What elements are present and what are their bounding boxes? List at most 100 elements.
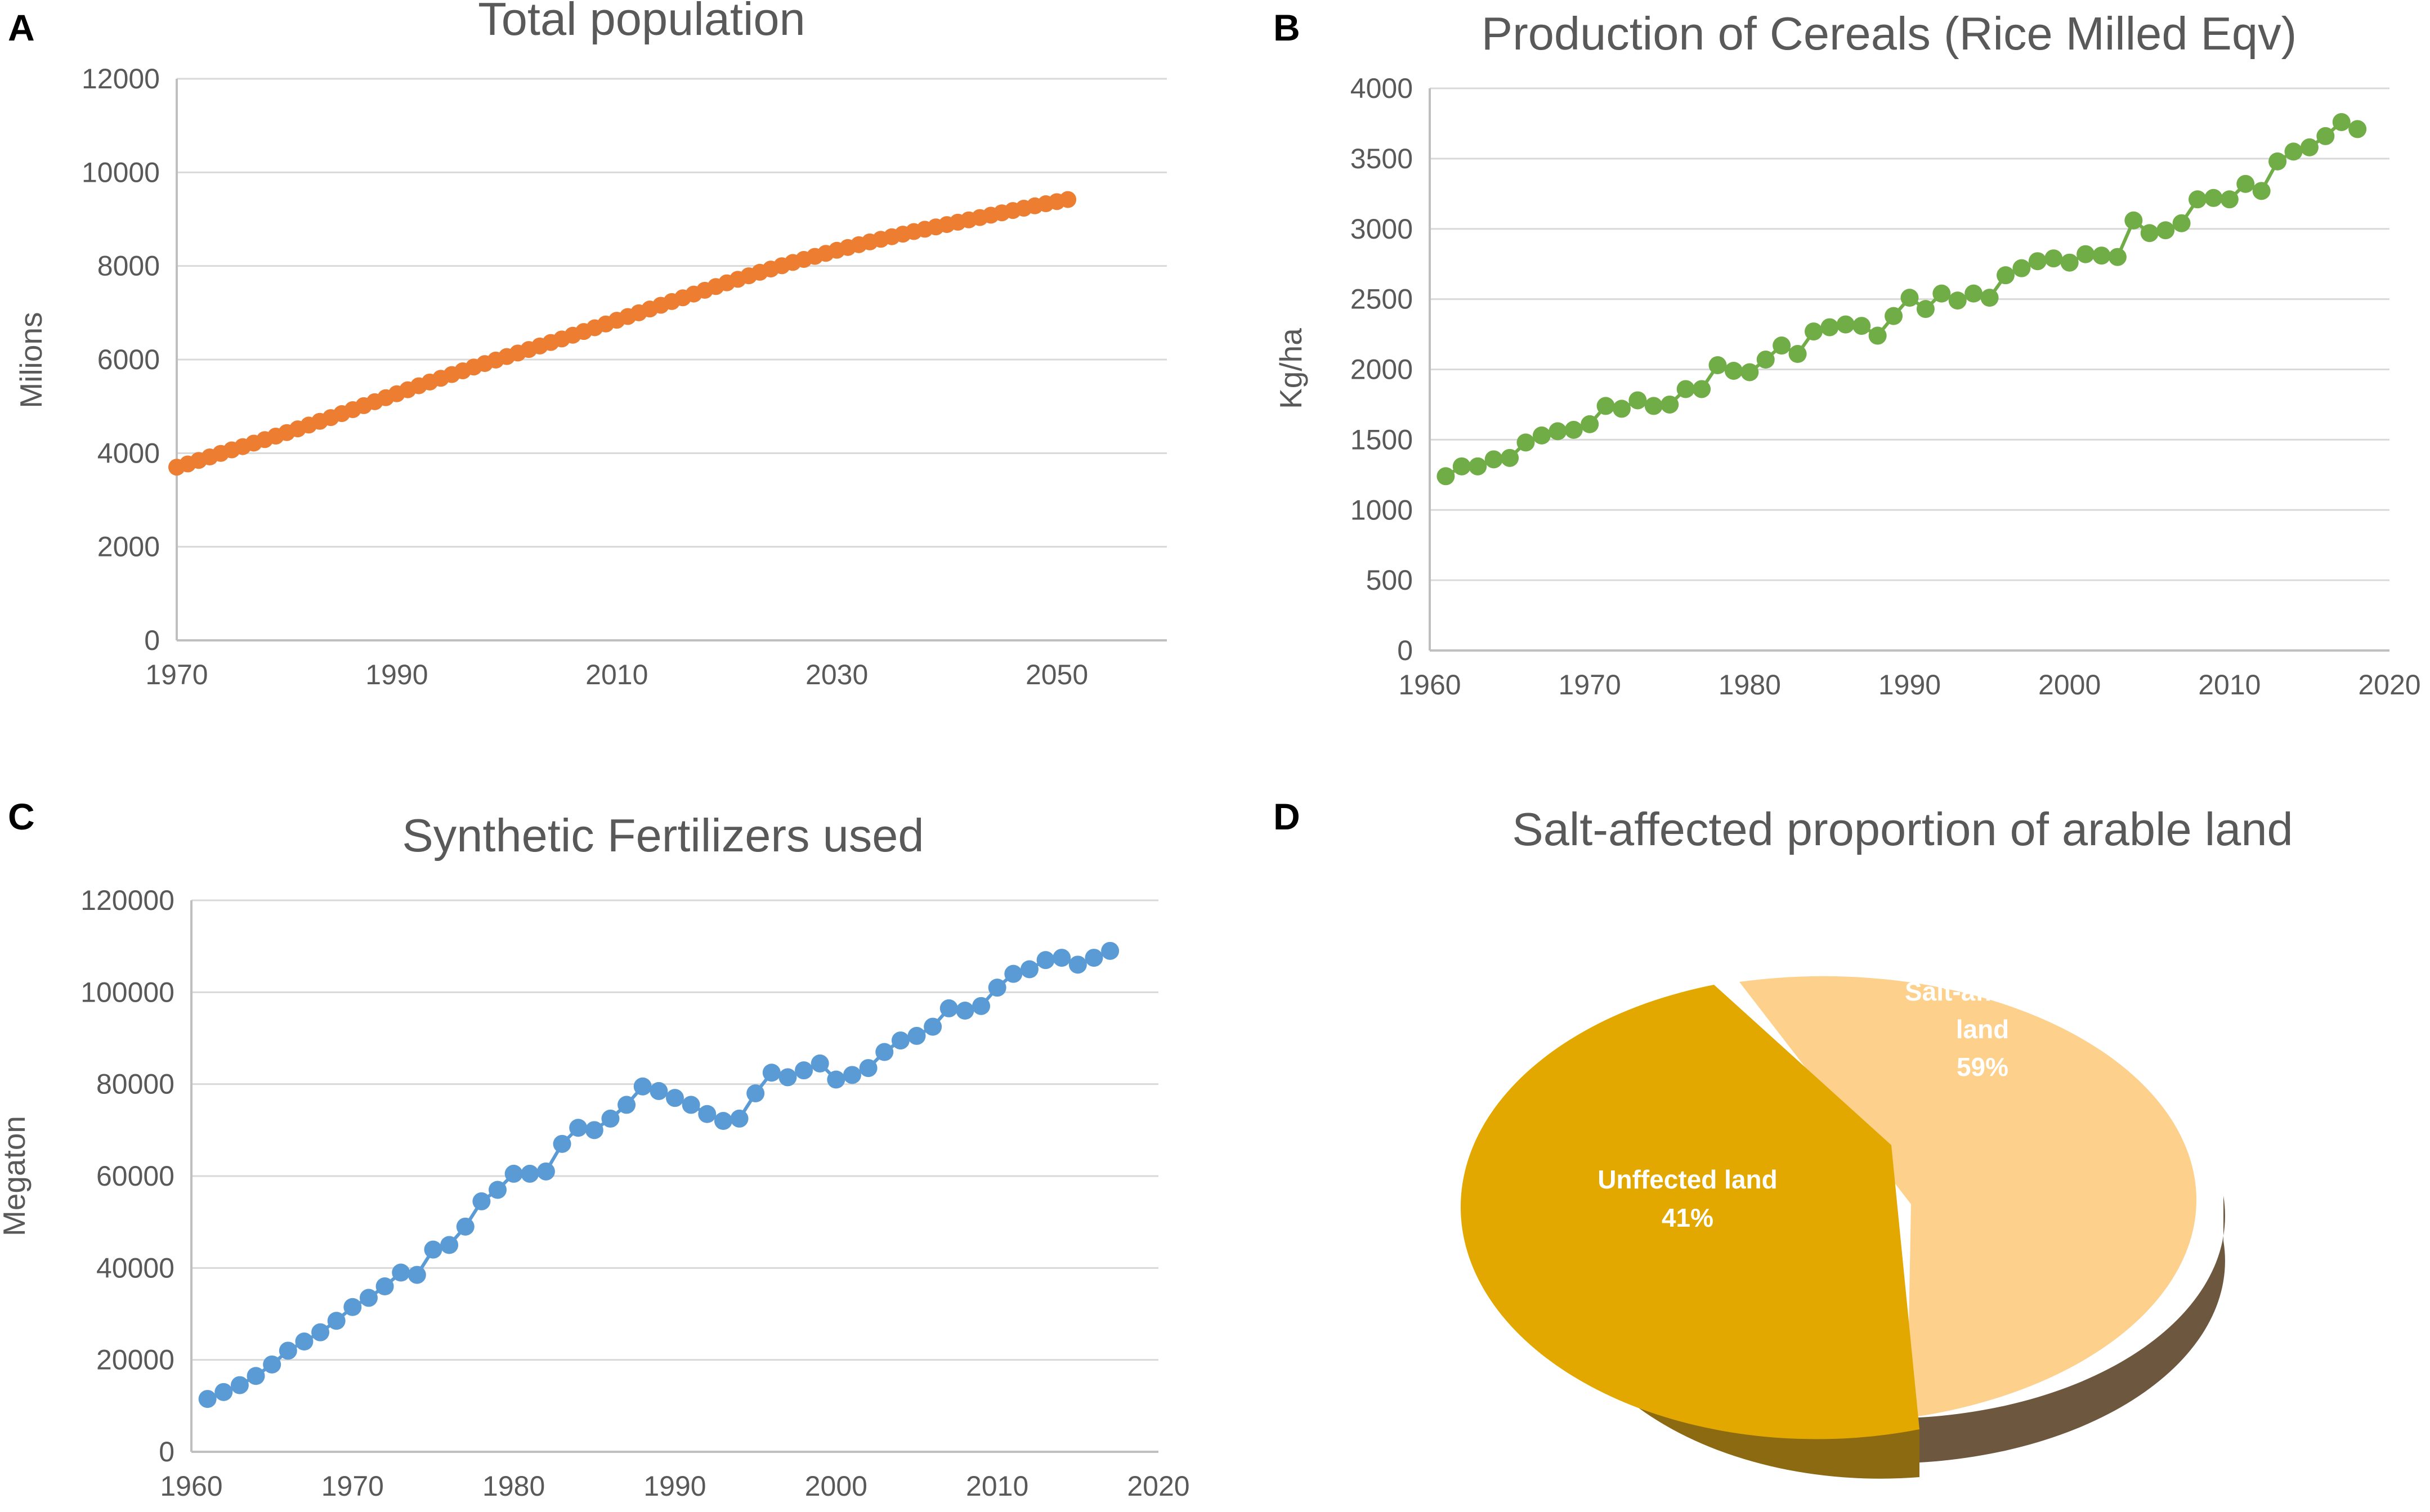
- panel-letter-d: D: [1273, 796, 1300, 837]
- data-point: [1532, 426, 1551, 445]
- data-point: [2300, 138, 2319, 156]
- data-point: [1581, 415, 1599, 433]
- x-tick-label: 1990: [365, 659, 428, 690]
- data-point: [1068, 955, 1087, 974]
- data-point: [1564, 420, 1583, 439]
- data-point: [2060, 253, 2079, 272]
- data-point: [617, 1096, 636, 1114]
- data-point: [1059, 191, 1077, 208]
- x-tick-label: 1990: [1878, 669, 1941, 701]
- data-point: [1852, 317, 1871, 335]
- y-tick-label: 1000: [1350, 494, 1413, 526]
- data-point: [214, 1383, 233, 1401]
- data-point: [1436, 467, 1455, 486]
- data-point: [1693, 380, 1711, 398]
- pie-slice-salt-affected: Salt-affected land 59%: [1739, 976, 2225, 1463]
- x-tick-label: 2000: [805, 1470, 867, 1502]
- pie-slice-unaffected-top: [1460, 985, 1919, 1439]
- data-point: [1900, 289, 1919, 307]
- x-tick-label: 1980: [1719, 669, 1781, 701]
- y-tick-label: 2500: [1350, 284, 1413, 315]
- data-point: [1724, 361, 1743, 380]
- y-tick-label: 0: [159, 1436, 174, 1468]
- data-point: [2284, 142, 2303, 161]
- data-point: [1820, 318, 1839, 337]
- data-point: [247, 1367, 265, 1385]
- data-point: [424, 1240, 442, 1259]
- data-point: [440, 1236, 459, 1254]
- data-point: [2332, 113, 2351, 131]
- data-point: [682, 1096, 700, 1114]
- data-point: [650, 1082, 668, 1100]
- pie-label-salt-affected-line2: land: [1956, 1015, 2010, 1044]
- data-point: [1004, 964, 1023, 983]
- data-point: [891, 1031, 910, 1050]
- data-point: [795, 1061, 813, 1080]
- data-point: [392, 1263, 410, 1282]
- data-point: [1628, 391, 1647, 410]
- data-point: [1964, 284, 1983, 303]
- pie-label-salt-affected-value: 59%: [1957, 1052, 2008, 1082]
- data-point: [1997, 266, 2015, 285]
- x-tick-label: 1990: [643, 1470, 706, 1502]
- data-point: [2236, 174, 2255, 193]
- y-tick-label: 8000: [97, 250, 160, 282]
- data-point: [2156, 221, 2175, 240]
- y-tick-label: 80000: [96, 1069, 174, 1100]
- data-point: [1020, 960, 1039, 979]
- chart-d-title: Salt-affected proportion of arable land: [1512, 803, 2293, 855]
- pie-slice-salt-affected-side: [1907, 1196, 2225, 1463]
- data-point: [1501, 448, 1519, 467]
- x-tick-label: 1960: [1398, 669, 1461, 701]
- data-point: [1788, 345, 1807, 364]
- data-point: [230, 1376, 249, 1394]
- series-line: [207, 949, 1111, 1401]
- y-tick-label: 20000: [96, 1344, 174, 1376]
- x-tick-label: 1980: [482, 1470, 545, 1502]
- data-point: [569, 1119, 588, 1137]
- chart-a-ylabel: Milions: [14, 312, 48, 408]
- data-point: [1613, 400, 1631, 418]
- data-point: [1773, 337, 1791, 355]
- data-point: [907, 1026, 926, 1045]
- data-point: [2189, 190, 2207, 209]
- data-point: [2172, 214, 2191, 232]
- x-tick-label: 2010: [966, 1470, 1028, 1502]
- chart-a-gridlines: [176, 78, 1167, 640]
- data-point: [924, 1017, 942, 1036]
- data-point: [327, 1312, 346, 1330]
- data-point: [1948, 291, 1967, 310]
- data-point: [1916, 300, 1935, 318]
- pie-label-unaffected-value: 41%: [1662, 1203, 1713, 1232]
- data-point: [1756, 351, 1775, 369]
- chart-b-y-ticks: 0 500 1000 1500 2000 2500 3000 3500 4000: [1350, 73, 1413, 666]
- panel-letter-b: B: [1273, 7, 1300, 48]
- y-tick-label: 60000: [96, 1160, 174, 1192]
- data-point: [1740, 363, 1759, 382]
- data-point: [2140, 224, 2159, 243]
- data-point: [2204, 189, 2223, 207]
- chart-c-gridlines: [190, 899, 1158, 1452]
- x-tick-label: 1970: [145, 659, 208, 690]
- data-point: [553, 1134, 571, 1153]
- chart-a-y-ticks: 0 2000 4000 6000 8000 10000 12000: [82, 63, 160, 656]
- data-point: [988, 979, 1006, 997]
- data-point: [714, 1112, 732, 1130]
- data-point: [2092, 246, 2111, 265]
- data-point: [875, 1043, 894, 1061]
- x-tick-label: 2010: [585, 659, 648, 690]
- data-point: [279, 1341, 297, 1360]
- data-point: [2028, 252, 2047, 271]
- data-point: [956, 1002, 974, 1020]
- data-point: [521, 1164, 539, 1183]
- y-tick-label: 12000: [82, 63, 160, 95]
- x-tick-label: 2050: [1026, 659, 1088, 690]
- data-point: [1805, 322, 1823, 341]
- chart-b-x-ticks: 1960 1970 1980 1990 2000 2010 2020: [1398, 669, 2420, 701]
- data-point: [1469, 457, 1487, 475]
- data-point: [359, 1289, 378, 1307]
- data-point: [859, 1059, 878, 1078]
- data-point: [2012, 259, 2031, 277]
- data-point: [1484, 450, 1503, 469]
- data-point: [343, 1298, 362, 1316]
